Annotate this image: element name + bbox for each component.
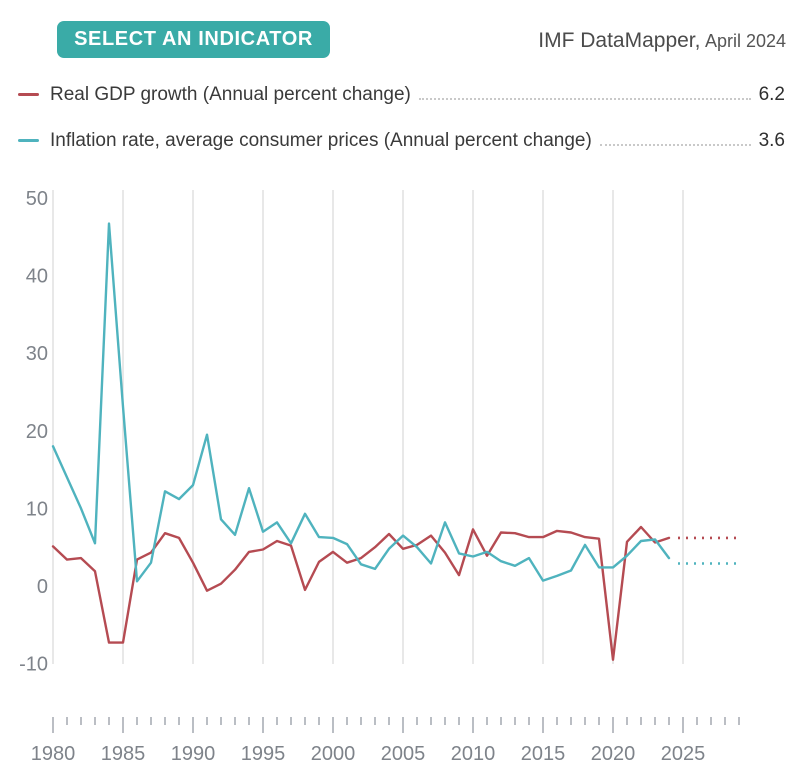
svg-text:1995: 1995 [241,743,286,765]
svg-text:1985: 1985 [101,743,146,765]
svg-text:2000: 2000 [311,743,356,765]
inflation-latest-value: 3.6 [758,129,785,151]
svg-text:1990: 1990 [171,743,216,765]
header: SELECT AN INDICATOR IMF DataMapper, Apri… [0,0,800,78]
y-axis-labels: 50 40 30 20 10 0 -10 [16,185,51,679]
gdp-latest-value: 6.2 [758,83,785,105]
gridlines [52,190,684,664]
svg-text:0: 0 [37,576,48,598]
gdp-legend-label: Real GDP growth (Annual percent change) [50,83,411,105]
gdp-line[interactable] [51,525,671,661]
svg-text:2020: 2020 [591,743,636,765]
legend-row-inflation[interactable]: Inflation rate, average consumer prices … [0,125,800,156]
svg-text:10: 10 [26,498,48,520]
inflation-dotted-leader [599,143,751,146]
svg-text:2015: 2015 [521,743,566,765]
select-indicator-button[interactable]: SELECT AN INDICATOR [57,21,330,58]
svg-text:1980: 1980 [31,743,76,765]
gdp-dotted-leader [418,97,751,100]
svg-text:50: 50 [26,188,48,210]
x-axis-ticks [52,717,740,733]
inflation-legend-label: Inflation rate, average consumer prices … [50,129,592,151]
svg-text:30: 30 [26,343,48,365]
svg-text:-10: -10 [19,654,48,676]
inflation-line-swatch [18,139,39,142]
inflation-line[interactable] [51,222,671,583]
title-edition: April 2024 [704,31,786,51]
svg-text:20: 20 [26,421,48,443]
legend-row-gdp[interactable]: Real GDP growth (Annual percent change) … [0,79,800,110]
gdp-line-swatch [18,93,39,96]
title-brand: IMF DataMapper, [538,29,701,52]
svg-text:2005: 2005 [381,743,426,765]
svg-text:40: 40 [26,266,48,288]
svg-text:2025: 2025 [661,743,706,765]
legend: Real GDP growth (Annual percent change) … [0,79,800,171]
x-axis-labels: 1980 1985 1990 1995 2000 2005 2010 2015 2020 2025 [31,743,706,765]
svg-text:2010: 2010 [451,743,496,765]
datamapper-title: IMF DataMapper, April 2024 [538,29,786,53]
